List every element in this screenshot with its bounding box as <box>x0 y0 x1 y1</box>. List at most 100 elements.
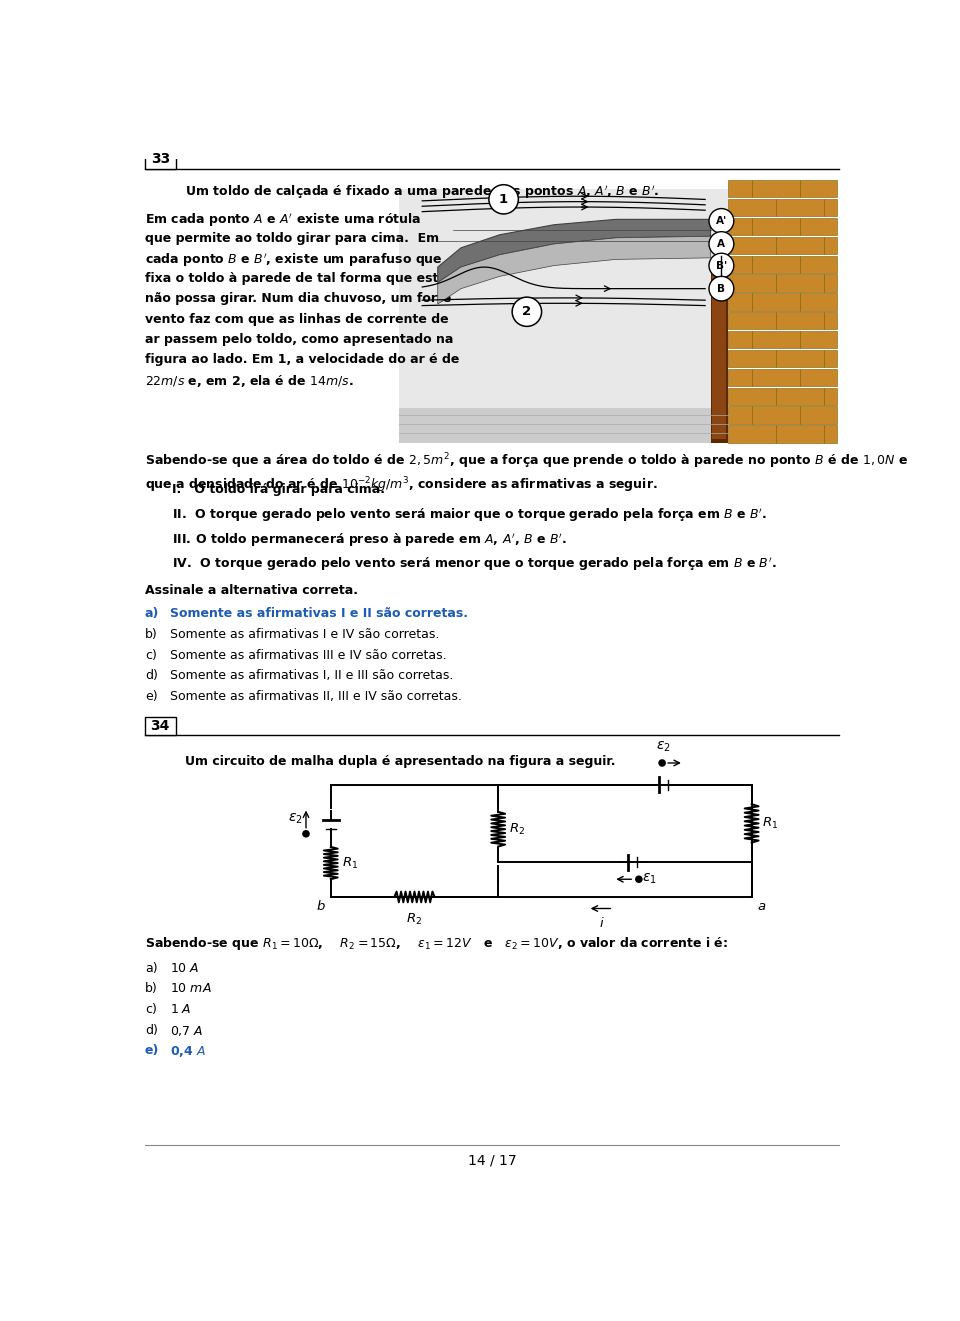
Bar <box>753 218 801 235</box>
Bar <box>825 350 837 367</box>
Text: $\varepsilon_2$: $\varepsilon_2$ <box>288 812 302 827</box>
Text: 1 $A$: 1 $A$ <box>170 1003 191 1016</box>
Text: 10 $A$: 10 $A$ <box>170 962 199 975</box>
Bar <box>801 180 837 197</box>
Bar <box>712 273 726 439</box>
Text: A': A' <box>716 215 727 226</box>
Text: d): d) <box>145 670 157 683</box>
Circle shape <box>709 276 733 301</box>
Bar <box>753 293 801 310</box>
Text: Em cada ponto $A$ e $A'$ existe uma rótula: Em cada ponto $A$ e $A'$ existe uma rótu… <box>145 211 421 229</box>
Bar <box>753 369 801 386</box>
Bar <box>729 350 777 367</box>
Text: A: A <box>717 239 726 248</box>
Circle shape <box>709 231 733 256</box>
Text: B': B' <box>716 260 727 271</box>
Text: cada ponto $B$ e $B'$, existe um parafuso que: cada ponto $B$ e $B'$, existe um parafus… <box>145 252 443 269</box>
Bar <box>801 369 837 386</box>
Bar <box>801 293 837 310</box>
Bar <box>729 407 753 424</box>
Bar <box>729 218 753 235</box>
Bar <box>753 407 801 424</box>
Text: II.  O torque gerado pelo vento será maior que o torque gerado pela força em $B$: II. O torque gerado pelo vento será maio… <box>172 507 767 524</box>
Bar <box>729 387 777 406</box>
Bar <box>729 255 753 273</box>
Text: 10 $mA$: 10 $mA$ <box>170 983 211 995</box>
Circle shape <box>636 876 642 882</box>
Text: $\varepsilon_1$: $\varepsilon_1$ <box>642 872 657 886</box>
Text: IV.  O torque gerado pelo vento será menor que o torque gerado pela força em $B$: IV. O torque gerado pelo vento será meno… <box>172 555 777 573</box>
Text: que permite ao toldo girar para cima.  Em: que permite ao toldo girar para cima. Em <box>145 231 439 244</box>
Text: vento faz com que as linhas de corrente de: vento faz com que as linhas de corrente … <box>145 313 448 325</box>
Text: Somente as afirmativas I, II e III são corretas.: Somente as afirmativas I, II e III são c… <box>170 670 453 683</box>
Circle shape <box>512 297 541 326</box>
Text: $R_1$: $R_1$ <box>762 816 779 831</box>
Text: $R_2$: $R_2$ <box>406 913 422 927</box>
Text: 14 / 17: 14 / 17 <box>468 1153 516 1168</box>
Text: III. O toldo permanecerá preso à parede em $A$, $A'$, $B$ e $B'$.: III. O toldo permanecerá preso à parede … <box>172 531 566 548</box>
Bar <box>777 387 825 406</box>
Bar <box>777 425 825 443</box>
Text: Assinale a alternativa correta.: Assinale a alternativa correta. <box>145 584 358 597</box>
Bar <box>825 275 837 292</box>
Bar <box>777 312 825 329</box>
Bar <box>729 199 777 217</box>
Bar <box>399 408 729 443</box>
Text: 1: 1 <box>499 193 508 206</box>
Text: ar passem pelo toldo, como apresentado na: ar passem pelo toldo, como apresentado n… <box>145 333 453 346</box>
Bar <box>729 293 753 310</box>
Polygon shape <box>438 219 710 283</box>
Text: 0,7 $A$: 0,7 $A$ <box>170 1024 204 1037</box>
Bar <box>145 717 176 736</box>
Bar <box>753 332 801 349</box>
Text: 2: 2 <box>522 305 532 318</box>
Bar <box>729 312 777 329</box>
Text: b): b) <box>145 627 157 641</box>
Text: fixa o toldo à parede de tal forma que este: fixa o toldo à parede de tal forma que e… <box>145 272 446 285</box>
Text: c): c) <box>145 1003 156 1016</box>
Bar <box>729 236 777 254</box>
Text: $\varepsilon_2$: $\varepsilon_2$ <box>657 740 671 754</box>
Bar <box>145 151 176 169</box>
Text: a: a <box>757 900 766 913</box>
Bar <box>777 275 825 292</box>
Bar <box>753 255 801 273</box>
Text: c): c) <box>145 649 156 662</box>
Text: Somente as afirmativas I e IV são corretas.: Somente as afirmativas I e IV são corret… <box>170 627 439 641</box>
Bar <box>801 255 837 273</box>
Text: b): b) <box>145 983 157 995</box>
Circle shape <box>303 831 309 838</box>
Bar <box>729 332 753 349</box>
Bar <box>399 189 837 443</box>
Text: que a densidade do ar é de $10^{-2}kg/m^3$, considere as afirmativas a seguir.: que a densidade do ar é de $10^{-2}kg/m^… <box>145 476 658 494</box>
Text: 0,4 $A$: 0,4 $A$ <box>170 1044 205 1059</box>
Bar <box>825 236 837 254</box>
Bar <box>825 312 837 329</box>
Circle shape <box>659 760 665 766</box>
Text: e): e) <box>145 1044 159 1057</box>
Text: a): a) <box>145 608 159 621</box>
Bar <box>729 425 777 443</box>
Bar <box>825 387 837 406</box>
Bar <box>801 218 837 235</box>
Text: $R_2$: $R_2$ <box>509 822 525 836</box>
Bar <box>399 189 729 408</box>
Bar <box>777 350 825 367</box>
Text: Somente as afirmativas III e IV são corretas.: Somente as afirmativas III e IV são corr… <box>170 649 446 662</box>
Polygon shape <box>438 236 710 304</box>
Text: Somente as afirmativas I e II são corretas.: Somente as afirmativas I e II são corret… <box>170 608 468 621</box>
Text: $R_1$: $R_1$ <box>342 856 358 871</box>
Text: Um circuito de malha dupla é apresentado na figura a seguir.: Um circuito de malha dupla é apresentado… <box>185 756 615 769</box>
Bar <box>777 199 825 217</box>
Circle shape <box>489 185 518 214</box>
Text: a): a) <box>145 962 157 975</box>
Bar <box>801 332 837 349</box>
Bar <box>729 275 777 292</box>
Text: d): d) <box>145 1024 157 1037</box>
Circle shape <box>709 254 733 277</box>
Bar <box>825 199 837 217</box>
Text: Somente as afirmativas II, III e IV são corretas.: Somente as afirmativas II, III e IV são … <box>170 690 462 703</box>
Bar <box>753 180 801 197</box>
Text: e): e) <box>145 690 157 703</box>
Bar <box>801 407 837 424</box>
